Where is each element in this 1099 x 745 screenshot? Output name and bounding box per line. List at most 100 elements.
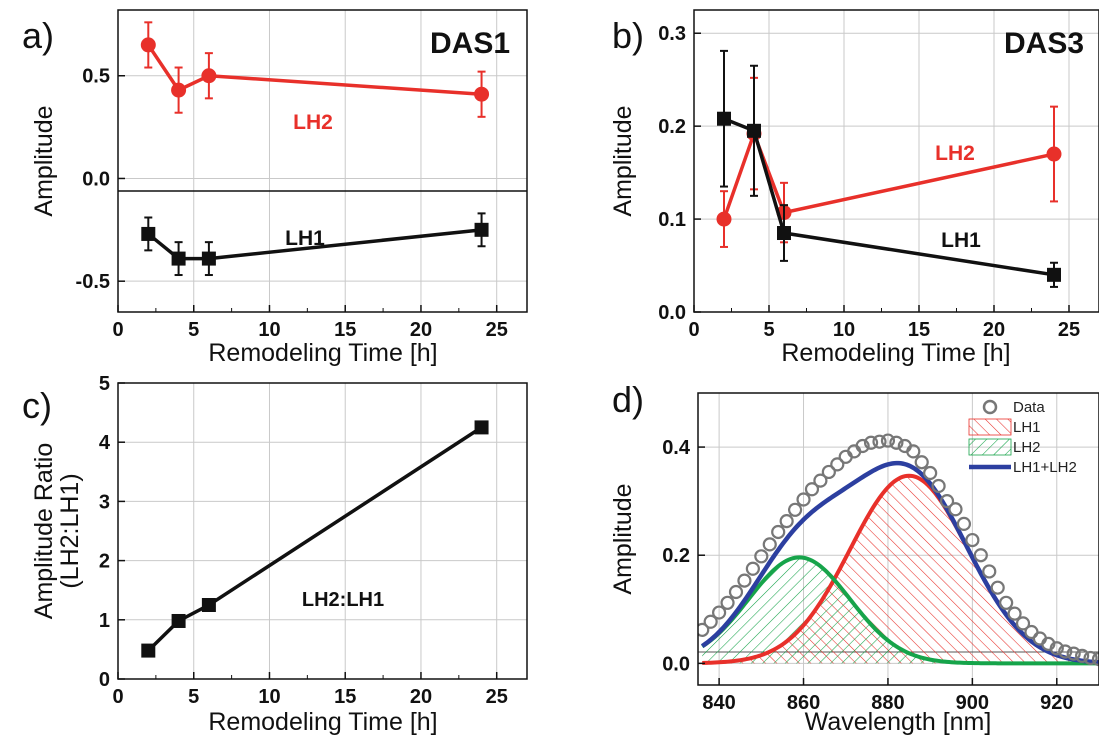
y-tick-label: 0.2 <box>662 545 690 567</box>
data-point <box>171 251 186 266</box>
data-point <box>813 473 828 488</box>
data-point <box>982 564 997 579</box>
x-axis-label-c: Remodeling Time [h] <box>208 708 437 736</box>
data-point <box>923 465 938 481</box>
data-point <box>872 434 887 449</box>
data-point <box>973 548 988 563</box>
annotation-das1: DAS1 <box>430 27 510 60</box>
data-point <box>201 251 216 266</box>
data-point <box>140 37 156 53</box>
x-tick-label: 20 <box>410 319 432 341</box>
y-tick-label: 4 <box>99 432 111 454</box>
x-tick-label: 25 <box>486 319 508 341</box>
y-tick-label: 0.4 <box>662 437 691 459</box>
legend-marker-data <box>982 399 998 415</box>
series-b <box>716 49 1062 288</box>
data-point <box>787 502 803 517</box>
x-tick-label: 25 <box>486 686 508 708</box>
data-point <box>965 532 980 548</box>
x-tick-label: 10 <box>258 686 280 708</box>
x-tick-label: 0 <box>112 319 123 341</box>
annotation-das3: DAS3 <box>1004 27 1084 60</box>
panel-b: b) 0 5 10 15 20 25 0.0 0.1 0.2 0.3 DAS3 LH2 LH1 R… <box>609 9 1099 367</box>
series-label-lh1-a: LH1 <box>285 227 325 250</box>
y-tick-label: 2 <box>99 551 110 573</box>
x-axis-label-d: Wavelength [nm] <box>805 708 992 736</box>
data-point <box>747 123 761 138</box>
x-tick-label: 880 <box>871 692 904 714</box>
data-point <box>728 584 744 600</box>
y-tick-label: 0.0 <box>662 653 690 675</box>
data-point <box>1024 624 1039 640</box>
series-label-lh2-a: LH2 <box>293 111 333 134</box>
data-point <box>1007 606 1022 621</box>
legend-label-lh2: LH2 <box>1013 439 1041 456</box>
panel-c: c) 0 5 10 15 20 25 0 1 2 3 4 5 LH2:LH1 Remodeling T… <box>22 373 528 736</box>
data-point <box>889 435 904 450</box>
y-tick-label: 0.2 <box>658 116 686 138</box>
data-point <box>698 622 710 637</box>
data-point <box>1091 651 1099 667</box>
data-point <box>1075 648 1090 663</box>
data-point <box>474 420 489 435</box>
data-point <box>948 502 963 517</box>
data-point <box>1015 616 1031 631</box>
data-point <box>939 494 955 509</box>
data-point <box>777 226 791 241</box>
data-point <box>990 580 1005 595</box>
series-label-lh1-b: LH1 <box>941 229 981 252</box>
grid-a <box>117 10 527 312</box>
y-tick-label: 0 <box>99 669 110 691</box>
series-line-lh1 <box>723 117 1055 277</box>
x-tick-label: 25 <box>1058 319 1080 341</box>
data-point <box>855 438 870 454</box>
x-tick-label: 0 <box>112 686 123 708</box>
data-point <box>201 598 216 612</box>
data-point <box>171 82 187 98</box>
plot-frame-b <box>693 9 1099 313</box>
x-tick-label: 920 <box>1040 692 1073 714</box>
series-line-lh2 <box>146 43 482 96</box>
x-tick-label: 15 <box>334 686 356 708</box>
data-point <box>717 111 731 126</box>
plot-frame-a <box>117 9 528 313</box>
legend-label-sum: LH1+LH2 <box>1013 459 1077 476</box>
legend-label-lh1: LH1 <box>1013 419 1041 436</box>
data-point <box>474 86 490 102</box>
y-tick-label: 0.3 <box>658 23 686 45</box>
area-lh2 <box>702 557 1099 664</box>
ticks-a: 0 5 10 15 20 25 -0.5 0.0 0.5 <box>76 66 508 341</box>
y-axis-label-d: Amplitude <box>609 483 637 594</box>
series-line-lh1 <box>147 228 482 261</box>
panel-a: a) 0 5 10 15 20 25 -0.5 0.0 0.5 DAS1 LH2 LH1 Rem… <box>22 9 528 367</box>
legend-d: Data LH1 LH2 LH1+LH2 <box>968 399 1077 476</box>
ticks-d: 840 860 880 900 920 0.0 0.2 0.4 <box>662 437 1073 714</box>
y-tick-label: 0.5 <box>82 66 110 88</box>
data-point <box>821 464 836 480</box>
y-axis-label-a: Amplitude <box>30 105 58 216</box>
data-point <box>201 68 217 84</box>
x-tick-label: 900 <box>956 692 989 714</box>
data-point <box>141 643 156 658</box>
series-c <box>141 420 489 658</box>
series-label-ratio: LH2:LH1 <box>302 589 384 611</box>
data-point <box>171 613 186 628</box>
x-tick-label: 860 <box>787 692 820 714</box>
area-lh1 <box>702 475 1099 664</box>
legend-label-data: Data <box>1013 399 1045 416</box>
data-point <box>716 211 732 227</box>
data-point <box>754 549 769 564</box>
y-tick-label: 3 <box>99 491 110 513</box>
y-tick-label: 5 <box>99 373 110 395</box>
data-point <box>956 516 972 531</box>
y-tick-label: 0.1 <box>658 209 686 231</box>
x-tick-label: 5 <box>763 319 774 341</box>
x-tick-label: 20 <box>983 319 1005 341</box>
series-line-lh2lh1 <box>147 425 483 652</box>
data-point <box>1049 641 1064 656</box>
legend-swatch-lh1 <box>968 418 1012 436</box>
y-tick-label: -0.5 <box>76 271 110 293</box>
data-point <box>141 226 156 241</box>
x-tick-label: 5 <box>188 319 199 341</box>
